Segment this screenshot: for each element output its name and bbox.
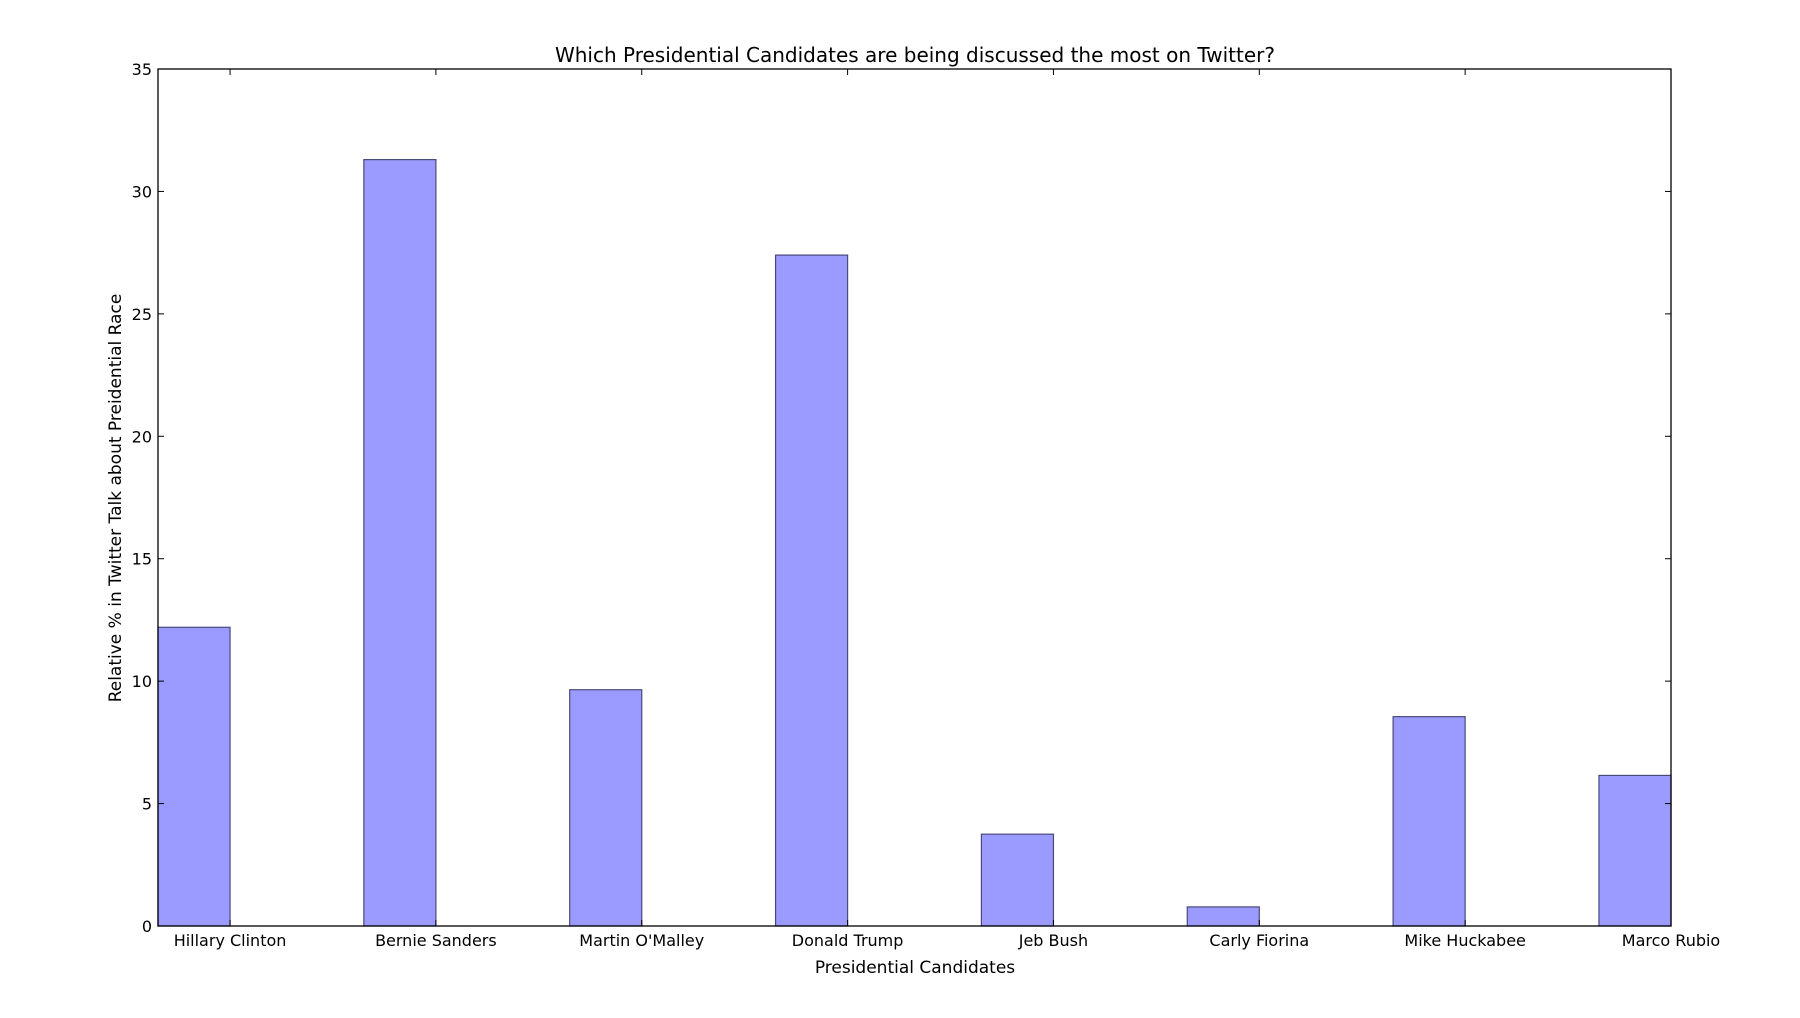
plot-frame [157,68,1672,927]
y-tick-label: 10 [132,672,152,691]
y-tick-label: 25 [132,305,152,324]
x-axis-label: Presidential Candidates [815,958,1015,978]
x-tick-label: Martin O'Malley [579,931,704,950]
bar-mike-huckabee [1392,716,1466,927]
y-tick-label: 15 [132,550,152,569]
bar-hillary-clinton [157,626,231,927]
x-tick-label: Jeb Bush [1018,931,1088,950]
y-tick-label: 20 [132,427,152,446]
chart-title: Which Presidential Candidates are being … [555,43,1275,67]
y-tick-label: 0 [142,917,152,936]
bar-bernie-sanders [363,158,437,927]
ticks-group: Hillary Clinton Bernie Sanders Martin O'Ma… [132,60,1721,950]
y-tick-label: 30 [132,182,152,201]
x-tick-label: Bernie Sanders [375,931,497,950]
bar-marco-rubio [1598,774,1672,927]
bar-carly-fiorina [1186,906,1260,927]
x-tick-label: Donald Trump [792,931,904,950]
bar-jeb-bush [980,833,1055,927]
x-tick-label: Marco Rubio [1622,931,1720,950]
y-tick-label: 5 [142,795,152,814]
x-tick-label: Carly Fiorina [1209,931,1309,950]
bar-donald-trump [774,254,849,927]
bar-martin-o-malley [569,689,643,927]
x-tick-label: Hillary Clinton [174,931,287,950]
y-tick-label: 35 [132,60,152,79]
x-tick-label: Mike Huckabee [1404,931,1525,950]
bars-group [157,158,1672,927]
y-axis-label: Relative % in Twitter Talk about Preiden… [106,294,126,703]
